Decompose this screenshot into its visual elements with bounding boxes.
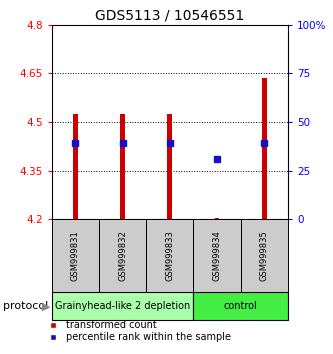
Text: GSM999831: GSM999831 — [71, 230, 80, 281]
Bar — [193, 292, 288, 320]
Bar — [73, 114, 78, 219]
Text: ▶: ▶ — [42, 301, 50, 311]
Text: GSM999833: GSM999833 — [165, 230, 174, 281]
Text: protocol: protocol — [3, 301, 49, 311]
Bar — [99, 219, 146, 292]
Text: Grainyhead-like 2 depletion: Grainyhead-like 2 depletion — [55, 301, 190, 311]
Bar — [52, 219, 99, 292]
Legend: transformed count, percentile rank within the sample: transformed count, percentile rank withi… — [43, 320, 231, 342]
Text: control: control — [224, 301, 258, 311]
Text: GSM999832: GSM999832 — [118, 230, 127, 281]
Title: GDS5113 / 10546551: GDS5113 / 10546551 — [95, 8, 244, 22]
Bar — [120, 114, 125, 219]
Text: GSM999834: GSM999834 — [212, 230, 222, 281]
Bar — [167, 114, 172, 219]
Bar — [262, 78, 267, 219]
Bar — [193, 219, 241, 292]
Text: GSM999835: GSM999835 — [260, 230, 269, 281]
Bar — [241, 219, 288, 292]
Bar — [215, 218, 219, 219]
Bar — [146, 219, 193, 292]
Bar — [52, 292, 193, 320]
